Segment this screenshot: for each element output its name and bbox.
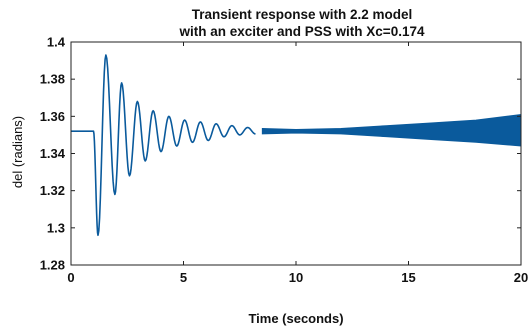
- x-axis-label: Time (seconds): [248, 311, 343, 326]
- x-tick-label: 0: [67, 270, 74, 285]
- y-tick-label: 1.28: [40, 258, 65, 273]
- x-tick-label: 5: [180, 270, 187, 285]
- chart-title-line-2: with an exciter and PSS with Xc=0.174: [179, 24, 425, 39]
- tick-layer: 0 5 10 15 20 1.28 1.3 1.32 1.34 1.36 1.38 1.4: [40, 35, 529, 286]
- series-line: [71, 54, 256, 237]
- x-tick-label: 20: [514, 270, 528, 285]
- x-tick-label: 15: [401, 270, 415, 285]
- y-tick-label: 1.38: [40, 72, 65, 87]
- chart-title-line-1: Transient response with 2.2 model: [192, 7, 413, 22]
- y-tick-label: 1.3: [47, 220, 65, 235]
- y-tick-label: 1.34: [40, 146, 66, 161]
- plot-area: [71, 42, 521, 265]
- y-tick-label: 1.32: [40, 183, 65, 198]
- y-tick-label: 1.4: [47, 35, 66, 50]
- x-tick-label: 10: [289, 270, 303, 285]
- y-axis-label: del (radians): [10, 116, 25, 188]
- y-tick-label: 1.36: [40, 109, 65, 124]
